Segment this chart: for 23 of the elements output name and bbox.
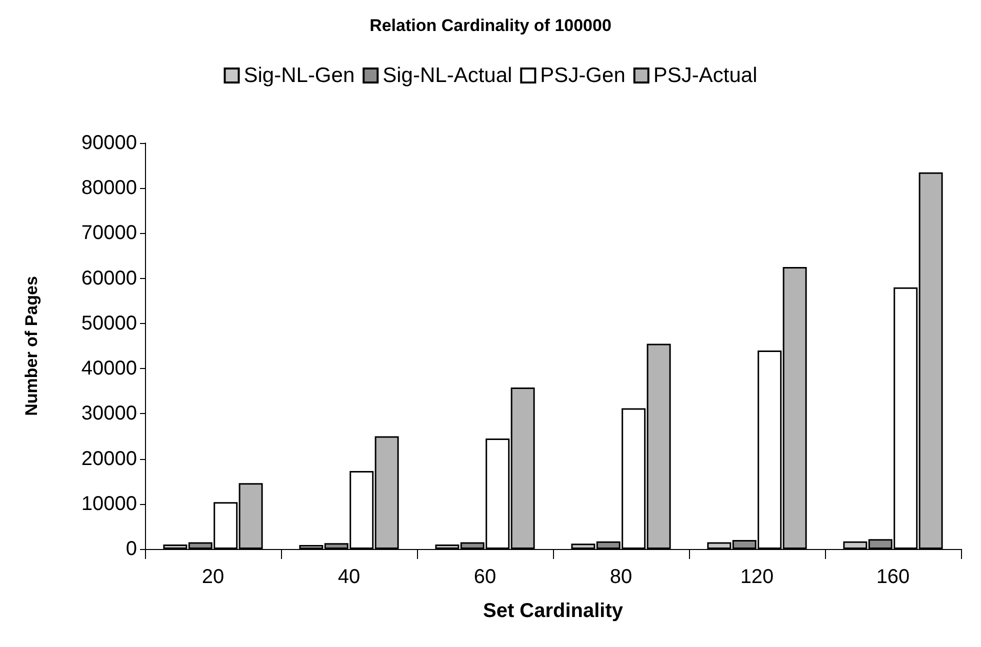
legend-label: PSJ-Gen	[540, 64, 626, 87]
chart-title: Relation Cardinality of 100000	[370, 16, 612, 35]
y-tick-label: 40000	[81, 358, 137, 380]
x-tick-label: 160	[876, 566, 910, 588]
x-axis-title: Set Cardinality	[482, 600, 624, 622]
x-tick-label: 20	[202, 566, 224, 588]
y-axis-title: Number of Pages	[22, 276, 41, 416]
y-tick-label: 60000	[81, 267, 137, 290]
y-tick-label: 10000	[81, 492, 137, 515]
legend-label: Sig-NL-Actual	[382, 64, 512, 87]
x-tick-label: 40	[338, 566, 360, 588]
legend-label: Sig-NL-Gen	[244, 64, 355, 87]
y-tick-label: 50000	[81, 312, 137, 334]
y-tick-label: 20000	[81, 448, 137, 470]
legend-label: PSJ-Actual	[653, 64, 758, 87]
x-tick-label: 120	[740, 566, 774, 588]
y-tick-label: 70000	[81, 222, 137, 244]
y-tick-label: 0	[126, 538, 137, 560]
x-tick-label: 60	[474, 566, 496, 588]
x-tick-label: 80	[610, 566, 632, 588]
y-tick-label: 80000	[81, 177, 137, 200]
y-tick-label: 30000	[81, 402, 137, 425]
y-tick-label: 90000	[81, 132, 137, 154]
